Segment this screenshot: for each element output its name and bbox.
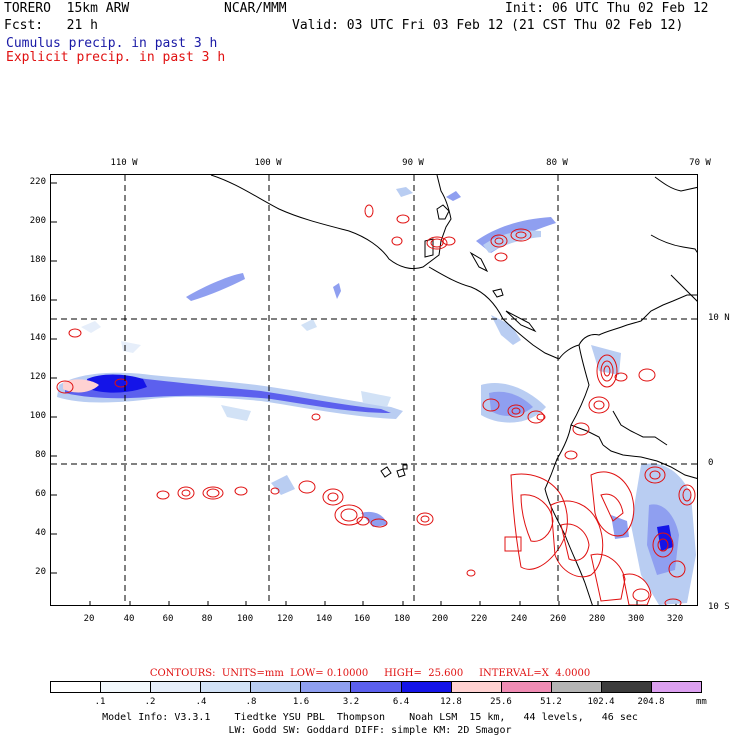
lon-label: 70 W	[689, 158, 711, 168]
x-tick-label: 100	[236, 614, 254, 624]
explicit-legend: Explicit precip. in past 3 h	[6, 50, 226, 65]
coastlines	[210, 175, 697, 605]
model-title: TORERO 15km ARW	[4, 1, 130, 16]
colorbar-label: .2	[144, 697, 156, 707]
organization: NCAR/MMM	[224, 1, 287, 16]
colorbar-label: 204.8	[637, 697, 665, 707]
colorbar-units: mm	[696, 697, 707, 707]
x-tick-label: 120	[276, 614, 294, 624]
x-tick-label: 260	[549, 614, 567, 624]
lat-label: 10 S	[708, 602, 730, 612]
explicit-precip-contours	[56, 204, 696, 605]
valid-time: Valid: 03 UTC Fri 03 Feb 12 (21 CST Thu …	[292, 18, 684, 33]
y-tick-label: 180	[29, 255, 46, 265]
x-tick-label: 140	[315, 614, 333, 624]
y-tick-label: 220	[29, 177, 46, 187]
colorbar-label: 1.6	[292, 697, 310, 707]
lat-label: 10 N	[708, 313, 730, 323]
y-tick-label: 140	[29, 333, 46, 343]
y-tick-label: 60	[35, 489, 46, 499]
cumulus-legend: Cumulus precip. in past 3 h	[6, 36, 218, 51]
x-tick-label: 280	[588, 614, 606, 624]
colorbar-label: 12.8	[440, 697, 462, 707]
x-tick-label: 180	[393, 614, 411, 624]
x-tick-label: 20	[83, 614, 95, 624]
y-tick-label: 20	[35, 567, 46, 577]
x-tick-label: 300	[627, 614, 645, 624]
lon-label: 90 W	[402, 158, 424, 168]
y-tick-label: 200	[29, 216, 46, 226]
colorbar-swatch	[301, 682, 352, 692]
x-tick-label: 80	[201, 614, 213, 624]
lon-label: 80 W	[546, 158, 568, 168]
map-canvas	[51, 175, 697, 605]
colorbar-label: .4	[195, 697, 207, 707]
colorbar	[50, 681, 702, 693]
x-tick-label: 160	[353, 614, 371, 624]
y-tick-label: 100	[29, 411, 46, 421]
colorbar-swatch	[401, 682, 452, 692]
colorbar-label: 3.2	[342, 697, 360, 707]
x-tick-label: 60	[162, 614, 174, 624]
x-tick-label: 240	[510, 614, 528, 624]
colorbar-swatch	[601, 682, 652, 692]
init-time: Init: 06 UTC Thu 02 Feb 12	[505, 1, 709, 16]
x-tick-label: 200	[431, 614, 449, 624]
forecast-hour: Fcst: 21 h	[4, 18, 98, 33]
y-tick-label: 80	[35, 450, 46, 460]
colorbar-label: .1	[94, 697, 106, 707]
colorbar-swatch	[51, 682, 102, 692]
colorbar-label: 102.4	[587, 697, 615, 707]
colorbar-swatch	[501, 682, 552, 692]
x-tick-label: 220	[470, 614, 488, 624]
physics-info: LW: Godd SW: Goddard DIFF: simple KM: 2D…	[228, 725, 512, 736]
colorbar-swatch	[351, 682, 402, 692]
colorbar-swatch	[551, 682, 602, 692]
y-tick-label: 40	[35, 528, 46, 538]
colorbar-label: 51.2	[540, 697, 562, 707]
colorbar-label: .8	[245, 697, 257, 707]
lon-label: 110 W	[110, 158, 138, 168]
lat-label: 0	[708, 458, 714, 468]
y-tick-label: 160	[29, 294, 46, 304]
lat-lon-grid	[51, 175, 697, 605]
colorbar-label: 25.6	[490, 697, 512, 707]
colorbar-swatch	[251, 682, 302, 692]
model-info: Model Info: V3.3.1 Tiedtke YSU PBL Thomp…	[102, 712, 638, 723]
colorbar-label: 6.4	[392, 697, 410, 707]
y-tick-label: 120	[29, 372, 46, 382]
cumulus-precip-areas	[57, 187, 696, 605]
lon-label: 100 W	[254, 158, 282, 168]
colorbar-swatch	[201, 682, 252, 692]
colorbar-swatch	[651, 682, 702, 692]
x-tick-label: 40	[123, 614, 135, 624]
x-tick-label: 320	[666, 614, 684, 624]
colorbar-swatch	[101, 682, 152, 692]
contour-info: CONTOURS: UNITS=mm LOW= 0.10000 HIGH= 25…	[149, 668, 591, 679]
colorbar-swatch	[451, 682, 502, 692]
precip-map	[50, 174, 698, 606]
colorbar-swatch	[151, 682, 202, 692]
